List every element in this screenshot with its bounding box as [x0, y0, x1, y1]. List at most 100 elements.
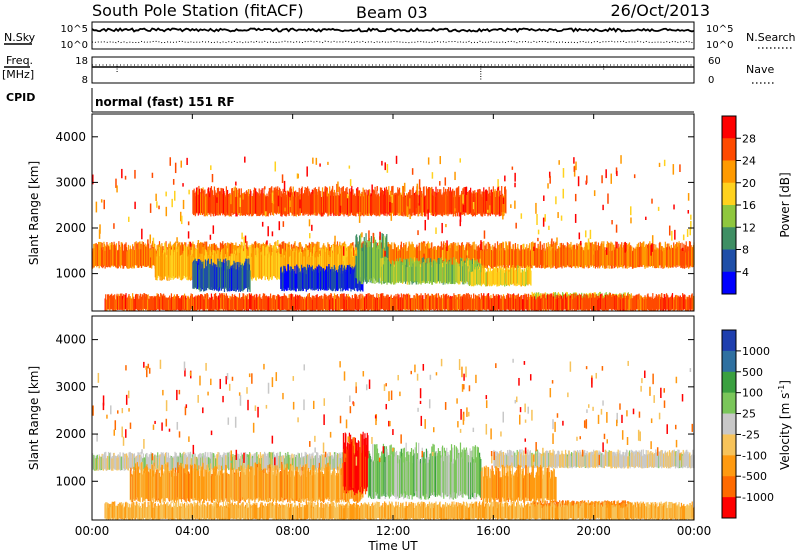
- data-cell: [152, 237, 155, 247]
- data-cell: [575, 161, 577, 171]
- power-plot-area: [92, 155, 695, 311]
- data-cell: [376, 186, 378, 191]
- nave-label: Nave: [746, 63, 774, 76]
- freq-tick-low: 8: [82, 75, 88, 86]
- data-cell: [466, 250, 469, 256]
- data-cell: [116, 185, 118, 193]
- data-cell: [651, 243, 653, 252]
- data-cell: [589, 229, 592, 240]
- data-cell: [391, 186, 393, 192]
- data-cell: [542, 217, 545, 227]
- data-cell: [497, 186, 499, 191]
- data-cell: [592, 250, 594, 255]
- data-cell: [682, 234, 685, 241]
- data-cell: [182, 183, 184, 187]
- data-cell: [384, 162, 386, 171]
- data-cell: [149, 203, 152, 213]
- data-cell: [342, 250, 345, 262]
- data-cell: [337, 181, 339, 192]
- data-cell: [620, 155, 622, 164]
- data-cell: [615, 224, 618, 233]
- y-tick-label: 1000: [55, 267, 86, 281]
- nsearch-line: [91, 40, 695, 44]
- data-cell: [558, 160, 560, 165]
- data-cell: [242, 193, 244, 200]
- data-cell: [265, 211, 267, 217]
- data-cell: [391, 194, 393, 203]
- data-cell: [587, 238, 590, 250]
- data-cell: [580, 240, 582, 246]
- data-cell: [672, 164, 675, 175]
- data-cell: [556, 237, 558, 246]
- data-cell: [381, 160, 383, 166]
- data-cell: [593, 190, 596, 197]
- data-cell: [281, 174, 284, 184]
- data-cell: [505, 189, 507, 214]
- data-cell: [511, 166, 514, 170]
- data-cell: [103, 199, 105, 210]
- data-cell: [674, 229, 676, 240]
- data-cell: [182, 199, 185, 210]
- data-cell: [390, 212, 393, 221]
- data-cell: [169, 157, 172, 166]
- data-cell: [462, 194, 464, 204]
- data-cell: [164, 242, 166, 253]
- data-cell: [382, 248, 385, 258]
- data-cell: [358, 212, 361, 223]
- data-cell: [297, 173, 299, 179]
- data-cell: [504, 186, 506, 194]
- data-cell: [149, 249, 152, 258]
- data-cell: [147, 239, 149, 246]
- data-cell: [510, 204, 512, 208]
- data-cell: [502, 212, 504, 220]
- data-cell: [312, 157, 314, 164]
- data-cell: [551, 238, 553, 247]
- data-cell: [454, 208, 456, 212]
- data-cell: [515, 222, 517, 229]
- data-cell: [411, 168, 414, 175]
- data-cell: [445, 223, 447, 228]
- data-cell: [615, 167, 618, 175]
- cpid-label: CPID: [6, 91, 35, 104]
- data-cell: [441, 249, 444, 260]
- data-cell: [98, 229, 101, 239]
- data-cell: [246, 241, 248, 249]
- data-cell: [158, 205, 160, 210]
- data-cell: [418, 194, 420, 206]
- data-cell: [487, 209, 489, 213]
- data-cell: [688, 241, 691, 248]
- data-cell: [522, 244, 524, 249]
- data-cell: [125, 247, 128, 252]
- date-label: 26/Oct/2013: [610, 1, 710, 20]
- data-cell: [134, 169, 136, 179]
- data-cell: [277, 195, 280, 207]
- data-cell: [616, 241, 618, 249]
- data-cell: [336, 183, 338, 192]
- data-cell: [197, 240, 200, 249]
- data-cell: [264, 186, 266, 190]
- y-tick-label: 3000: [55, 175, 86, 189]
- data-cell: [423, 242, 425, 254]
- data-cell: [267, 226, 269, 237]
- data-cell: [171, 198, 173, 208]
- data-cell: [319, 163, 321, 167]
- data-cell: [446, 240, 448, 251]
- data-cell: [586, 175, 588, 184]
- data-cell: [560, 215, 563, 221]
- beam-label: Beam 03: [356, 3, 428, 22]
- data-cell: [651, 235, 654, 245]
- data-cell: [686, 229, 689, 237]
- data-cell: [403, 182, 406, 192]
- data-cell: [671, 230, 673, 241]
- data-cell: [266, 240, 268, 245]
- data-cell: [95, 201, 98, 213]
- data-cell: [113, 223, 115, 229]
- data-cell: [176, 237, 178, 244]
- data-cell: [483, 230, 486, 239]
- data-cell: [602, 204, 604, 211]
- data-cell: [562, 188, 565, 199]
- data-cell: [208, 193, 211, 198]
- data-cell: [272, 200, 275, 205]
- data-cell: [607, 193, 609, 204]
